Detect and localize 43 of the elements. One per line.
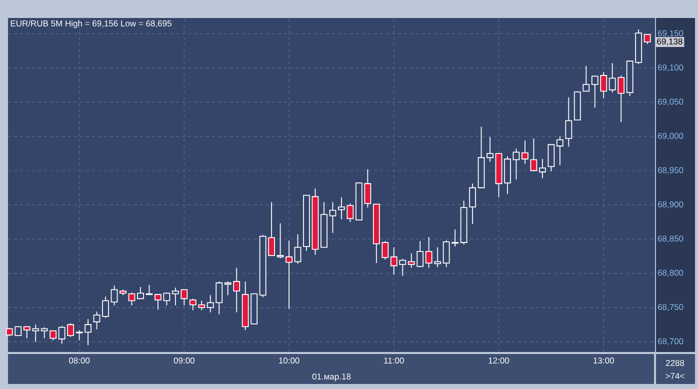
- candlestick: [522, 140, 528, 164]
- candlestick: [93, 311, 100, 330]
- y-tick-label: 68,750: [658, 304, 684, 312]
- y-tick-label: 68,800: [658, 270, 684, 277]
- y-tick-label: 68,700: [658, 338, 684, 346]
- candlestick: [644, 34, 651, 44]
- y-tick-label: 69,150: [658, 30, 684, 38]
- candlestick: [504, 156, 511, 194]
- chart-title: EUR/RUB 5M High = 69,156 Low = 68,695: [10, 20, 172, 28]
- candlestick: [110, 285, 118, 306]
- candlestick: [346, 203, 354, 222]
- x-axis-title: 01.мар.18: [312, 374, 351, 382]
- y-tick-label: 68,950: [658, 167, 684, 174]
- candlestick: [137, 286, 144, 300]
- text: 2288: [666, 360, 684, 366]
- candlestick: [548, 144, 555, 172]
- candlestick: [294, 234, 302, 264]
- x-tick-label: 09:00: [174, 358, 194, 364]
- candlestick: [276, 222, 284, 259]
- x-tick-label: 11:00: [384, 358, 404, 364]
- candlestick: [556, 136, 564, 166]
- candlestick: [128, 292, 136, 306]
- y-tick-label: 69,100: [658, 64, 684, 72]
- candlestick: [338, 196, 345, 220]
- y-tick-label: 68,850: [658, 236, 684, 243]
- y-tick-label: 69,050: [658, 98, 684, 106]
- x-tick-label: 10:00: [279, 358, 300, 364]
- y-tick-label: 68,900: [658, 201, 684, 208]
- candlestick: [286, 240, 292, 310]
- candlestick: [329, 202, 336, 234]
- x-tick-label: 12:00: [488, 358, 510, 364]
- annotation: 69,138: [657, 38, 682, 46]
- candlestick: [582, 65, 590, 92]
- candlestick: [512, 148, 520, 180]
- x-tick-label: 08:00: [69, 358, 90, 364]
- candlestick: [486, 136, 494, 162]
- y-tick-label: 69,000: [658, 132, 684, 140]
- candlestick: [530, 138, 538, 172]
- x-tick-label: 13:00: [594, 358, 614, 364]
- candlestick: [565, 96, 572, 148]
- candlestick: [539, 158, 546, 179]
- text: >74<: [666, 373, 684, 379]
- candlestick: [102, 296, 109, 318]
